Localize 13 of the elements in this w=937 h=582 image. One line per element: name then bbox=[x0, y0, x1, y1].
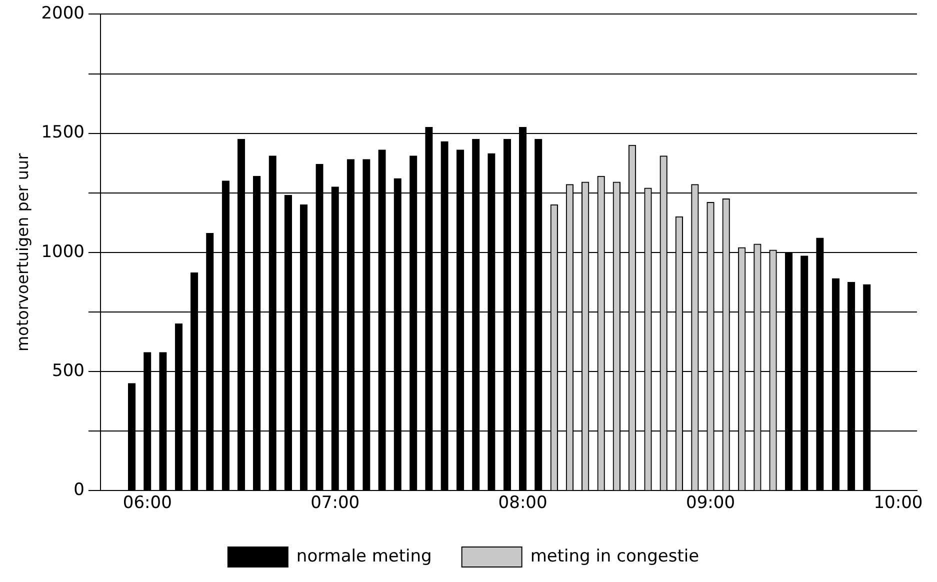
y-axis-title: motorvoertuigen per uur bbox=[12, 152, 32, 352]
x-tick-label: 10:00 bbox=[874, 493, 923, 514]
y-tick-label: 1500 bbox=[41, 122, 84, 143]
y-tick-label: 1000 bbox=[41, 242, 84, 262]
y-tick-label: 0 bbox=[74, 480, 84, 500]
x-tick-label: 06:00 bbox=[122, 493, 172, 514]
legend-label: normale meting bbox=[296, 546, 432, 566]
legend-label: meting in congestie bbox=[530, 546, 700, 566]
y-tick-label: 2000 bbox=[41, 4, 84, 24]
x-tick-label: 09:00 bbox=[686, 493, 736, 514]
x-tick-label: 08:00 bbox=[498, 493, 548, 514]
y-tick-label: 500 bbox=[52, 360, 84, 381]
x-tick-label: 07:00 bbox=[310, 493, 360, 514]
